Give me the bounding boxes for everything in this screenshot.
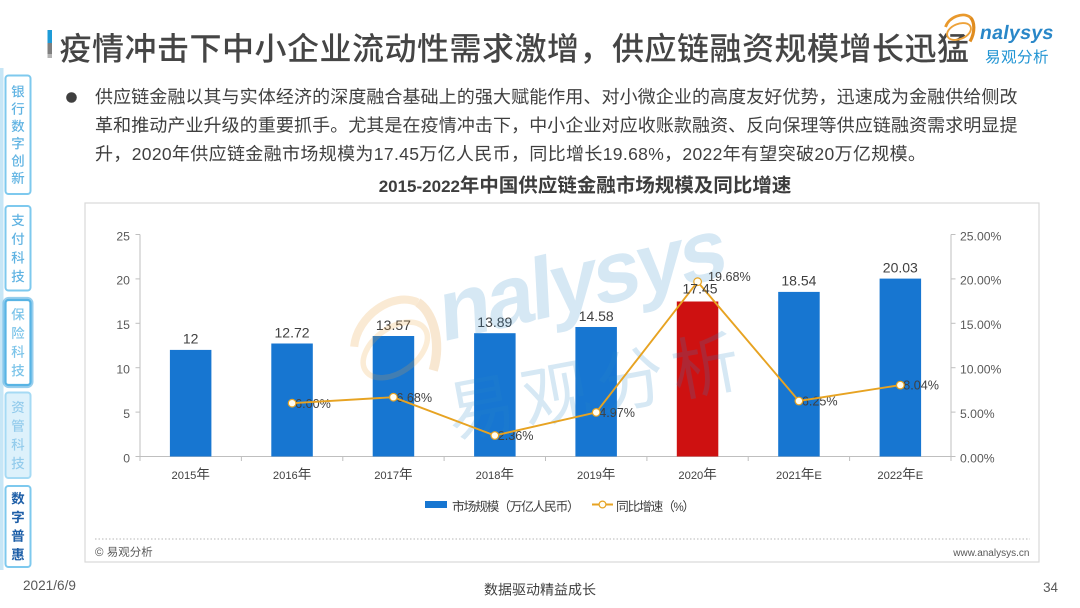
svg-text:8.04%: 8.04% (903, 379, 939, 393)
svg-text:www.analysys.cn: www.analysys.cn (952, 548, 1029, 559)
svg-text:12: 12 (183, 331, 199, 347)
svg-text:15.00%: 15.00% (960, 318, 1001, 332)
svg-text:2016: 2016 (273, 470, 298, 482)
svg-text:19.68%: 19.68% (603, 144, 664, 164)
svg-text:5.00%: 5.00% (960, 407, 995, 421)
svg-text:13.89: 13.89 (477, 314, 512, 330)
svg-text:2020: 2020 (132, 144, 172, 164)
svg-text:15: 15 (116, 318, 130, 332)
svg-text:25.00%: 25.00% (960, 229, 1001, 243)
svg-text:34: 34 (1043, 580, 1058, 595)
svg-text:0.00%: 0.00% (960, 451, 995, 465)
svg-text:6.00%: 6.00% (295, 397, 331, 411)
svg-text:18.54: 18.54 (781, 273, 816, 289)
svg-text:0: 0 (123, 451, 130, 465)
svg-text:12.72: 12.72 (275, 324, 310, 340)
svg-text:2022: 2022 (682, 144, 722, 164)
svg-text:2019: 2019 (577, 470, 602, 482)
svg-text:17.45: 17.45 (374, 144, 420, 164)
svg-text:20: 20 (814, 144, 834, 164)
svg-text:2022: 2022 (877, 470, 902, 482)
svg-text:2017: 2017 (374, 470, 399, 482)
svg-text:4.97%: 4.97% (599, 406, 635, 420)
svg-text:6.68%: 6.68% (396, 391, 432, 405)
svg-text:©: © (95, 547, 104, 559)
svg-text:2021/6/9: 2021/6/9 (23, 578, 76, 593)
svg-text:20: 20 (116, 274, 130, 288)
svg-text:E: E (814, 470, 821, 482)
svg-text:2018: 2018 (476, 470, 501, 482)
svg-text:10: 10 (116, 363, 130, 377)
svg-text:20.03: 20.03 (883, 259, 918, 275)
svg-text:5: 5 (123, 407, 130, 421)
svg-text:20.00%: 20.00% (960, 274, 1001, 288)
svg-text:2021: 2021 (776, 470, 801, 482)
svg-text:2015-2022: 2015-2022 (379, 177, 460, 196)
svg-text:2015: 2015 (172, 470, 197, 482)
svg-text:%: % (674, 502, 684, 514)
svg-text:19.68%: 19.68% (708, 270, 751, 284)
svg-text:25: 25 (116, 229, 130, 243)
svg-text:6.25%: 6.25% (802, 395, 838, 409)
svg-text:17.45: 17.45 (683, 281, 718, 297)
svg-text:14.58: 14.58 (579, 308, 614, 324)
svg-text:10.00%: 10.00% (960, 363, 1001, 377)
svg-text:2020: 2020 (678, 470, 703, 482)
svg-text:E: E (916, 470, 923, 482)
